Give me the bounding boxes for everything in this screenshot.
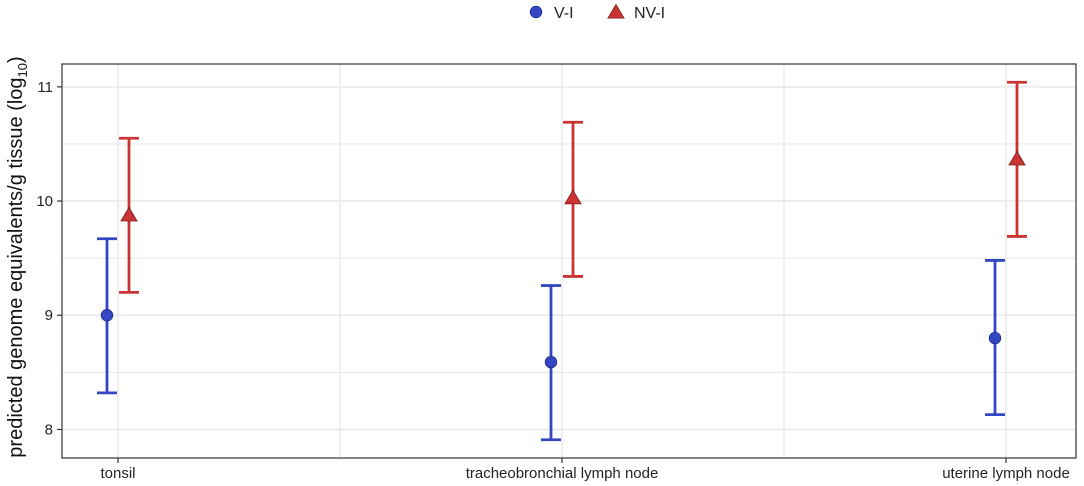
data-point — [564, 189, 582, 205]
y-axis-title-subscript: 10 — [15, 63, 30, 77]
plot-panel — [61, 63, 1077, 459]
legend-marker — [607, 3, 625, 19]
axes: 8 9 10 11 tonsil tracheobronchial lymph node u… — [36, 79, 1069, 482]
y-tick-label: 10 — [36, 193, 53, 210]
y-axis-title-main: predicted genome equivalents/g tissue (l… — [5, 77, 27, 457]
legend-marker — [529, 5, 543, 19]
grid-lines — [62, 64, 1076, 458]
x-tick-label: tonsil — [100, 465, 135, 482]
y-tick-label: 8 — [45, 421, 53, 438]
x-tick-label: uterine lymph node — [942, 465, 1070, 482]
data-point — [988, 331, 1002, 345]
legend-label: V-I — [554, 5, 574, 22]
legend-label: NV-I — [634, 5, 665, 22]
data-point — [100, 309, 114, 322]
y-axis-title: predicted genome equivalents/g tissue (l… — [5, 56, 30, 457]
data-point — [1008, 150, 1026, 166]
y-axis-title-end: ) — [5, 56, 27, 63]
data-point — [120, 206, 138, 222]
x-tick-label: tracheobronchial lymph node — [466, 465, 659, 482]
data-point — [544, 355, 558, 369]
legend: V-I NV-I — [529, 3, 665, 22]
y-tick-label: 9 — [45, 307, 53, 324]
y-tick-label: 11 — [37, 79, 53, 96]
data-series — [97, 80, 1027, 442]
